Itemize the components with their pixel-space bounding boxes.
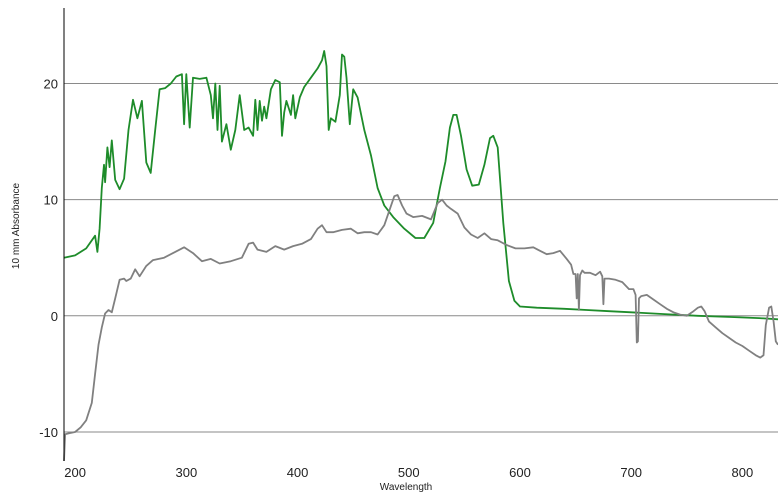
x-tick-label: 300 (175, 465, 197, 480)
y-tick-labels: -10 0 10 20 (39, 77, 58, 440)
y-tick-label: -10 (39, 425, 58, 440)
x-tick-label: 500 (398, 465, 420, 480)
x-tick-label: 200 (64, 465, 86, 480)
y-tick-label: 0 (51, 309, 58, 324)
x-tick-label: 800 (732, 465, 754, 480)
series-line-1 (63, 50, 778, 321)
series-line-2 (63, 194, 778, 462)
x-tick-label: 700 (620, 465, 642, 480)
x-axis-label: Wavelength (380, 482, 432, 492)
x-tick-label: 600 (509, 465, 531, 480)
y-tick-label: 10 (44, 193, 58, 208)
y-axis-label: 10 mm Absorbance (11, 182, 22, 269)
grid-lines (64, 83, 778, 433)
x-tick-label: 400 (287, 465, 309, 480)
x-tick-labels: 200 300 400 500 600 700 800 (64, 465, 753, 480)
series-group (63, 50, 778, 462)
y-tick-label: 20 (44, 77, 58, 92)
